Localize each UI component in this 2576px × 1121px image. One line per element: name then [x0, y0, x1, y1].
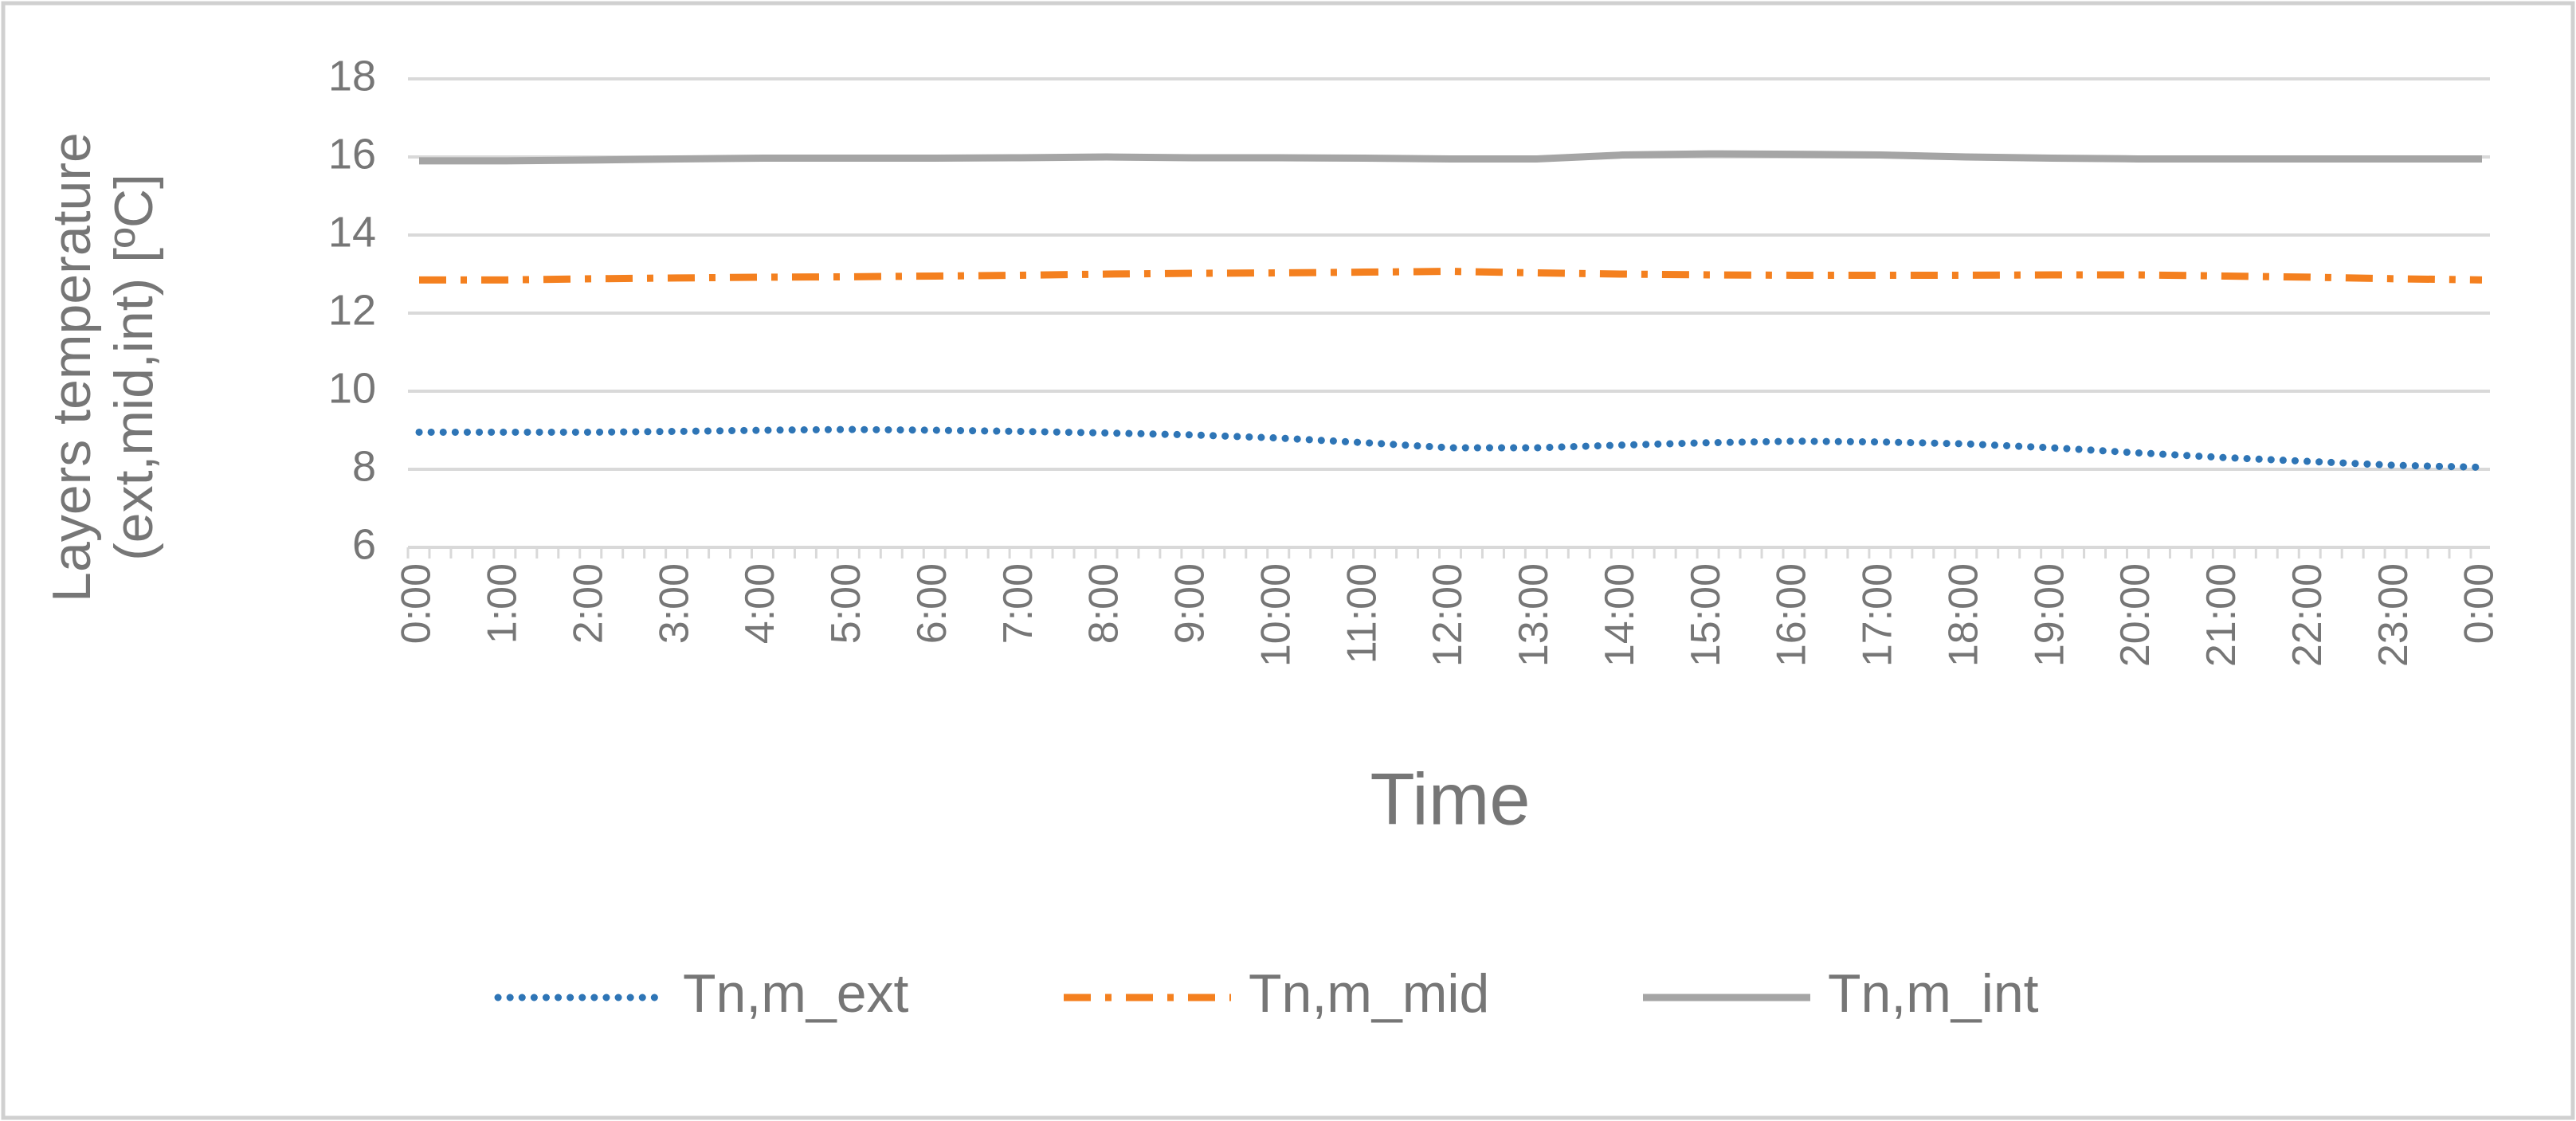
y-axis-title-line: Layers temperature: [41, 132, 102, 602]
x-tick-label: 1:00: [480, 563, 526, 644]
x-tick-label: 16:00: [1769, 563, 1815, 667]
legend-label: Tn,m_ext: [683, 963, 909, 1024]
legend-label: Tn,m_mid: [1249, 963, 1489, 1024]
legend-entry: Tn,m_mid: [1064, 963, 1489, 1024]
x-tick-label: 12:00: [1425, 563, 1471, 667]
y-tick-label: 16: [328, 130, 376, 178]
x-tick-label: 22:00: [2284, 563, 2331, 667]
x-tick-label: 21:00: [2198, 563, 2245, 667]
x-tick-label: 14:00: [1597, 563, 1643, 667]
legend-entry: Tn,m_int: [1643, 963, 2039, 1024]
x-tick-label: 15:00: [1683, 563, 1729, 667]
x-tick-label: 0:00: [394, 563, 440, 644]
x-tick-label: 5:00: [823, 563, 869, 644]
y-tick-label: 8: [352, 442, 376, 490]
y-tick-label: 10: [328, 364, 376, 412]
x-tick-label: 4:00: [737, 563, 783, 644]
x-tick-label: 0:00: [2456, 563, 2503, 644]
x-axis-title: Time: [1370, 758, 1530, 840]
x-tick-label: 8:00: [1081, 563, 1127, 644]
series-line: [419, 150, 2482, 165]
y-tick-label: 14: [328, 208, 376, 256]
x-tick-label: 18:00: [1940, 563, 1986, 667]
x-tick-label: 11:00: [1339, 563, 1385, 664]
y-tick-label: 6: [352, 520, 376, 568]
y-axis-title: Layers temperature (ext,mid,int) [ºC]: [41, 132, 164, 602]
x-tick-label: 10:00: [1253, 563, 1299, 667]
x-tick-label: 13:00: [1511, 563, 1557, 667]
y-axis-title-line: (ext,mid,int) [ºC]: [104, 174, 164, 561]
x-tick-label: 7:00: [995, 563, 1041, 644]
x-tick-label: 20:00: [2112, 563, 2158, 667]
series-line: [415, 425, 2486, 472]
x-tick-label: 19:00: [2026, 563, 2072, 667]
x-tick-label: 9:00: [1167, 563, 1214, 644]
x-tick-label: 2:00: [565, 563, 611, 644]
legend-label: Tn,m_int: [1828, 963, 2039, 1024]
x-tick-label: 3:00: [651, 563, 697, 644]
legend-entry: Tn,m_ext: [494, 963, 909, 1024]
y-tick-label: 18: [328, 52, 376, 100]
y-tick-label: 12: [328, 286, 376, 334]
x-tick-label: 6:00: [909, 563, 955, 644]
x-tick-label: 17:00: [1855, 563, 1901, 667]
x-tick-label: 23:00: [2370, 563, 2417, 667]
